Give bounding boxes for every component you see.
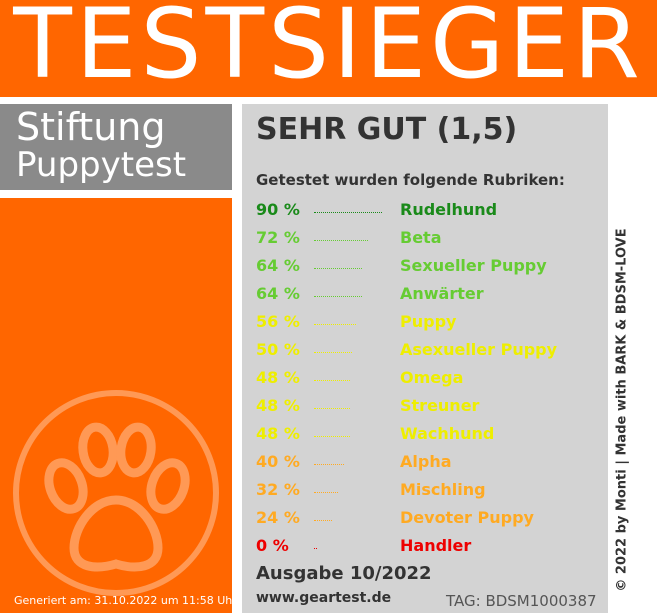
category-name: Anwärter bbox=[400, 284, 484, 303]
category-row: 50 % Asexueller Puppy bbox=[256, 340, 606, 366]
category-score-line bbox=[314, 436, 351, 437]
category-percent: 64 % bbox=[256, 284, 300, 303]
category-percent: 90 % bbox=[256, 200, 300, 219]
brand-name-line1: Stiftung bbox=[16, 105, 166, 149]
category-name: Puppy bbox=[400, 312, 457, 331]
category-score-line bbox=[314, 268, 363, 269]
category-score-line bbox=[314, 520, 333, 521]
category-percent: 48 % bbox=[256, 396, 300, 415]
category-row: 56 % Puppy bbox=[256, 312, 606, 338]
category-percent: 0 % bbox=[256, 536, 289, 555]
category-name: Omega bbox=[400, 368, 464, 387]
results-panel bbox=[242, 104, 608, 613]
category-score-line bbox=[314, 408, 351, 409]
category-name: Handler bbox=[400, 536, 472, 555]
category-percent: 40 % bbox=[256, 452, 300, 471]
category-score-line bbox=[314, 548, 317, 549]
category-row: 72 % Beta bbox=[256, 228, 606, 254]
category-name: Devoter Puppy bbox=[400, 508, 534, 527]
category-row: 40 % Alpha bbox=[256, 452, 606, 478]
paw-icon bbox=[13, 390, 219, 596]
category-row: 64 % Anwärter bbox=[256, 284, 606, 310]
category-name: Streuner bbox=[400, 396, 480, 415]
website-label: www.geartest.de bbox=[256, 590, 392, 606]
category-name: Asexueller Puppy bbox=[400, 340, 558, 359]
category-percent: 72 % bbox=[256, 228, 300, 247]
categories-subtitle: Getestet wurden folgende Rubriken: bbox=[256, 171, 565, 189]
category-row: 48 % Streuner bbox=[256, 396, 606, 422]
category-score-line bbox=[314, 324, 357, 325]
vertical-credit-text: © 2022 by Monti | Made with BARK & BDSM-… bbox=[614, 227, 630, 592]
category-score-line bbox=[314, 380, 351, 381]
category-percent: 64 % bbox=[256, 256, 300, 275]
category-score-line bbox=[314, 492, 339, 493]
category-row: 64 % Sexueller Puppy bbox=[256, 256, 606, 282]
category-percent: 24 % bbox=[256, 508, 300, 527]
category-name: Beta bbox=[400, 228, 442, 247]
left-orange-panel bbox=[0, 198, 232, 613]
category-name: Wachhund bbox=[400, 424, 495, 443]
category-score-line bbox=[314, 240, 369, 241]
tag-label: TAG: BDSM1000387 bbox=[446, 592, 597, 610]
category-row: 90 % Rudelhund bbox=[256, 200, 606, 226]
category-score-line bbox=[314, 464, 345, 465]
category-row: 48 % Wachhund bbox=[256, 424, 606, 450]
edition-label: Ausgabe 10/2022 bbox=[256, 563, 432, 584]
category-row: 24 % Devoter Puppy bbox=[256, 508, 606, 534]
category-percent: 48 % bbox=[256, 424, 300, 443]
generated-timestamp: Generiert am: 31.10.2022 um 11:58 Uhr bbox=[14, 594, 237, 607]
category-percent: 48 % bbox=[256, 368, 300, 387]
vertical-credit: © 2022 by Monti | Made with BARK & BDSM-… bbox=[612, 212, 632, 607]
category-score-line bbox=[314, 352, 352, 353]
category-row: 0 % Handler bbox=[256, 536, 606, 562]
category-row: 32 % Mischling bbox=[256, 480, 606, 506]
category-percent: 32 % bbox=[256, 480, 300, 499]
category-name: Rudelhund bbox=[400, 200, 498, 219]
brand-box bbox=[0, 104, 232, 190]
brand-name-line2: Puppytest bbox=[16, 145, 187, 185]
seal-title: TESTSIEGER bbox=[13, 0, 644, 100]
category-name: Alpha bbox=[400, 452, 452, 471]
category-name: Sexueller Puppy bbox=[400, 256, 547, 275]
category-score-line bbox=[314, 212, 382, 213]
category-percent: 56 % bbox=[256, 312, 300, 331]
category-name: Mischling bbox=[400, 480, 486, 499]
category-score-line bbox=[314, 296, 363, 297]
grade-heading: SEHR GUT (1,5) bbox=[256, 112, 518, 147]
category-percent: 50 % bbox=[256, 340, 300, 359]
category-row: 48 % Omega bbox=[256, 368, 606, 394]
